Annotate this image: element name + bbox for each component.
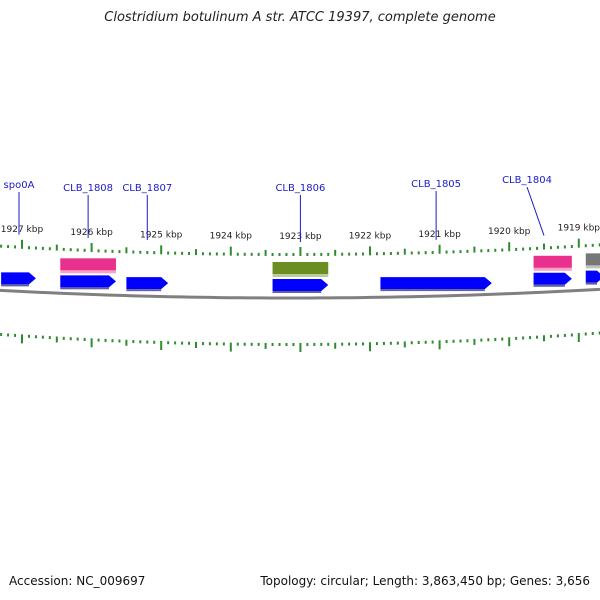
cds-arrow-shade: [126, 289, 162, 292]
feature-bar: [533, 255, 572, 268]
cds-arrow: [380, 277, 492, 290]
genome-summary-text: Topology: circular; Length: 3,863,450 bp…: [260, 574, 590, 588]
feature-track: [60, 253, 600, 277]
cds-arrow: [126, 277, 169, 290]
cds-arrow: [272, 278, 329, 291]
feature-bar-shade: [272, 273, 329, 277]
cds-arrow-shade: [1, 284, 29, 287]
tick-label: 1921 kbp: [418, 230, 461, 240]
cds-arrow-shade: [380, 289, 485, 292]
tick-label: 1924 kbp: [210, 232, 253, 242]
genome-backbone: [0, 287, 600, 300]
feature-bar: [272, 261, 329, 274]
gene-label: CLB_1808: [63, 183, 113, 194]
gene-labels: spo0A CLB_1808 CLB_1807 CLB_1806 CLB_1805 CLB…: [4, 175, 552, 242]
accession-text: Accession: NC_009697: [9, 574, 146, 588]
gene-label: CLB_1807: [122, 183, 172, 194]
feature-bar-shade: [533, 267, 572, 271]
feature-bar: [60, 258, 116, 271]
feature-bar-shade: [60, 270, 116, 274]
cds-arrow: [533, 272, 572, 285]
gene-label: spo0A: [4, 180, 35, 191]
tick-label: 1925 kbp: [140, 230, 183, 240]
cds-arrow-shade: [533, 284, 565, 287]
gene-label: CLB_1805: [411, 179, 461, 190]
cds-arrow: [1, 272, 36, 285]
tick-label: 1920 kbp: [488, 227, 531, 237]
gene-leader-line: [526, 186, 545, 236]
tick-label: 1922 kbp: [349, 231, 392, 241]
map-title: Clostridium botulinum A str. ATCC 19397,…: [104, 10, 496, 25]
cds-arrow-shade: [585, 282, 597, 285]
tick-label: 1926 kbp: [70, 228, 113, 238]
feature-bar: [585, 253, 600, 266]
tick-track-upper: [0, 238, 600, 256]
gene-label: CLB_1806: [275, 183, 325, 194]
gene-label: CLB_1804: [502, 175, 552, 186]
backbone-line: [0, 287, 600, 300]
feature-bar-shade: [585, 265, 600, 269]
cds-track: [1, 270, 600, 293]
tick-track-lower: [0, 331, 600, 352]
tick-label: 1919 kbp: [558, 224, 600, 234]
cds-arrow: [585, 270, 600, 283]
cds-arrow-shade: [272, 290, 322, 293]
cds-arrow-shade: [60, 287, 109, 290]
tick-label: 1927 kbp: [1, 225, 44, 235]
cds-arrow: [60, 275, 116, 288]
